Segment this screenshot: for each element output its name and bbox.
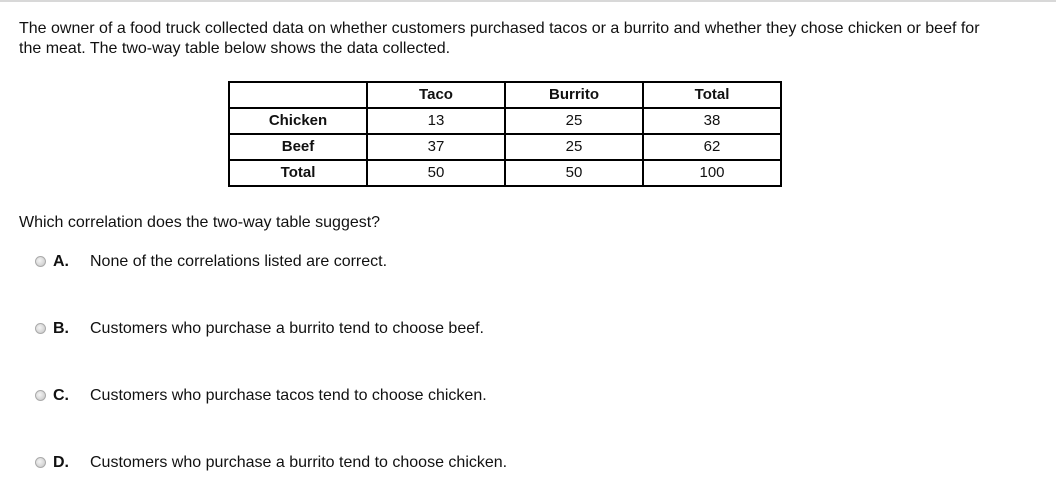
table-cell: 37 bbox=[366, 133, 506, 161]
table-cell: 62 bbox=[642, 133, 782, 161]
question-prompt: Which correlation does the two-way table… bbox=[19, 214, 381, 231]
table-cell: 50 bbox=[366, 159, 506, 187]
question-stem: The owner of a food truck collected data… bbox=[19, 20, 980, 57]
header-cell: Total bbox=[642, 81, 782, 109]
table-cell: 25 bbox=[504, 107, 644, 135]
radio-button-d[interactable] bbox=[35, 457, 46, 468]
table-row: Beef 37 25 62 bbox=[228, 133, 782, 161]
header-cell: Burrito bbox=[504, 81, 644, 109]
table-cell: 100 bbox=[642, 159, 782, 187]
header-cell bbox=[228, 81, 368, 109]
radio-button-c[interactable] bbox=[35, 390, 46, 401]
row-header: Total bbox=[228, 159, 368, 187]
radio-button-a[interactable] bbox=[35, 256, 46, 267]
table-header-row: Taco Burrito Total bbox=[228, 81, 782, 109]
radio-button-b[interactable] bbox=[35, 323, 46, 334]
table-cell: 50 bbox=[504, 159, 644, 187]
row-header: Beef bbox=[228, 133, 368, 161]
header-cell: Taco bbox=[366, 81, 506, 109]
option-text[interactable]: Customers who purchase a burrito tend to… bbox=[90, 320, 484, 337]
option-letter: A. bbox=[53, 253, 69, 270]
option-letter: B. bbox=[53, 320, 69, 337]
row-header: Chicken bbox=[228, 107, 368, 135]
table-cell: 13 bbox=[366, 107, 506, 135]
table-row: Total 50 50 100 bbox=[228, 159, 782, 187]
top-divider bbox=[0, 0, 1056, 2]
option-letter: D. bbox=[53, 454, 69, 471]
two-way-table: Taco Burrito Total Chicken 13 25 38 Beef… bbox=[228, 81, 782, 187]
option-text[interactable]: Customers who purchase a burrito tend to… bbox=[90, 454, 508, 471]
table-cell: 25 bbox=[504, 133, 644, 161]
table-cell: 38 bbox=[642, 107, 782, 135]
option-text[interactable]: Customers who purchase tacos tend to cho… bbox=[90, 387, 487, 404]
table-row: Chicken 13 25 38 bbox=[228, 107, 782, 135]
option-text[interactable]: None of the correlations listed are corr… bbox=[90, 253, 388, 270]
option-letter: C. bbox=[53, 387, 69, 404]
